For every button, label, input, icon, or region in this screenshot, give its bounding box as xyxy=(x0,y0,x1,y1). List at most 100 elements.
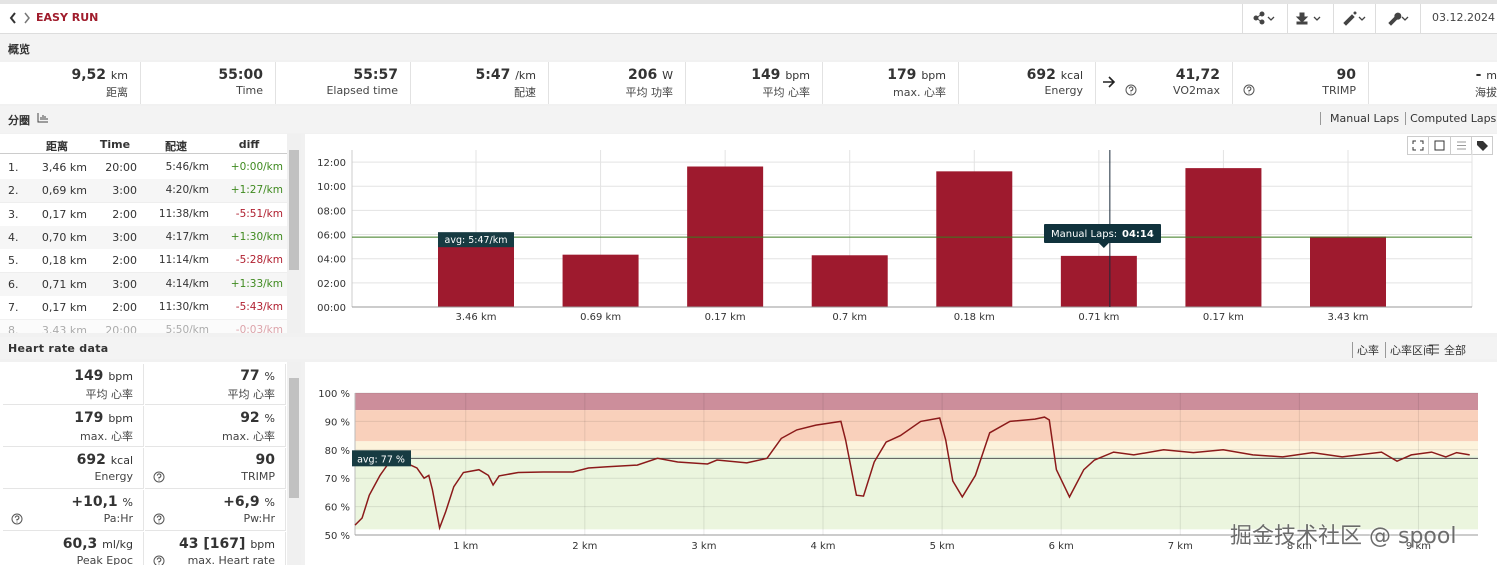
scrollbar[interactable] xyxy=(287,362,301,565)
help-circle xyxy=(153,555,165,565)
help-icon[interactable] xyxy=(1125,84,1137,96)
lap-cell: 0,17 km xyxy=(41,300,87,314)
value: 43 [167] xyxy=(179,536,246,552)
help-icon[interactable] xyxy=(1243,84,1255,96)
summary-value: 206 W xyxy=(628,67,673,83)
hr-zone xyxy=(355,410,1478,442)
help-icon[interactable] xyxy=(153,471,165,483)
tooltip-value: 04:14 xyxy=(1122,229,1154,240)
summary-value: 149 bpm xyxy=(751,67,810,83)
tooltip-pointer xyxy=(1098,243,1109,248)
lap-cell: 3:00 xyxy=(112,277,137,291)
help-icon[interactable] xyxy=(153,513,165,525)
y-tick-label: 08:00 xyxy=(317,206,346,217)
bar xyxy=(1310,236,1386,307)
toolbar[interactable] xyxy=(1242,4,1422,33)
stat-value: 77 % xyxy=(240,368,275,384)
stat-label: max. 心率 xyxy=(222,430,275,443)
lap-number: 3. xyxy=(8,207,19,221)
unit: bpm xyxy=(250,538,275,551)
x-tick-label: 9 km xyxy=(1406,541,1431,552)
stat-label: max. Heart rate xyxy=(187,554,275,565)
summary-value: 5:47 /km xyxy=(476,67,537,83)
x-tick-label: 1 km xyxy=(453,541,478,552)
unit: ml/kg xyxy=(102,538,133,551)
scroll-thumb[interactable] xyxy=(289,150,299,270)
value: 55:57 xyxy=(353,67,398,83)
y-tick-label: 50 % xyxy=(325,531,350,542)
chart-tools[interactable] xyxy=(1407,136,1493,155)
lap-number: 8. xyxy=(8,324,19,333)
lap-cell: -5:51/km xyxy=(235,207,283,220)
average-label: avg: 77 % xyxy=(357,454,405,465)
summary-label: max. 心率 xyxy=(893,86,946,99)
help-circle xyxy=(153,471,165,483)
stat-value: +6,9 % xyxy=(223,494,275,510)
stat-cell: +6,9 % Pw:Hr xyxy=(145,490,286,531)
lap-cell: 11:14/km xyxy=(158,254,209,267)
heart-tab[interactable]: 全部 xyxy=(1444,344,1466,357)
unit: % xyxy=(264,496,275,509)
help-mark xyxy=(1246,86,1252,94)
lap-cell: 2:00 xyxy=(112,300,137,314)
y-tick-label: 70 % xyxy=(325,474,350,485)
summary-label: 平均 心率 xyxy=(762,86,811,99)
lap-tab[interactable]: Computed Laps xyxy=(1405,112,1497,125)
lap-number: 6. xyxy=(8,277,19,291)
summary-row: 9,52 km 距离 55:00 Time 55:57 Elapsed time 5:47 … xyxy=(0,62,1497,104)
column-header: 距离 xyxy=(46,140,68,153)
lap-cell: 3,43 km xyxy=(41,324,87,333)
bar xyxy=(438,237,514,307)
x-tick-label: 4 km xyxy=(810,541,835,552)
lap-cell: -0:03/km xyxy=(235,324,283,333)
stat-label: Pw:Hr xyxy=(243,512,275,525)
lap-cell: +1:33/km xyxy=(230,277,283,290)
column-header: 配速 xyxy=(165,140,187,153)
summary-label: Energy xyxy=(1044,84,1083,97)
separator xyxy=(822,62,823,104)
value: 60,3 xyxy=(62,536,98,552)
summary-label: 距离 xyxy=(106,86,128,99)
separator xyxy=(958,62,959,104)
stat-cell: 149 bpm 平均 心率 xyxy=(3,364,144,405)
summary-value: 41,72 xyxy=(1176,67,1220,83)
stat-label: TRIMP xyxy=(241,470,275,483)
stat-value: 179 bpm xyxy=(74,410,133,426)
value: 77 xyxy=(240,368,260,384)
column-header: diff xyxy=(238,138,260,151)
tooltip-box xyxy=(1044,224,1161,243)
link-arrow[interactable] xyxy=(1102,76,1116,88)
help-icon[interactable] xyxy=(11,513,23,525)
unit: /km xyxy=(515,69,536,82)
separator xyxy=(548,62,549,104)
scroll-thumb[interactable] xyxy=(289,378,299,498)
chart-icon[interactable] xyxy=(37,112,49,123)
y-tick-label: 00:00 xyxy=(317,303,346,314)
help-icon[interactable] xyxy=(153,555,165,565)
lap-tab[interactable]: Manual Laps xyxy=(1320,112,1405,125)
lap-cell: 11:30/km xyxy=(158,300,209,313)
lap-cell: 5:50/km xyxy=(165,324,209,333)
stat-value: 692 kcal xyxy=(77,452,133,468)
heart-tabs: 心率 心率区间 全部 xyxy=(1352,342,1472,358)
stat-cell: 92 % max. 心率 xyxy=(145,406,286,447)
heart-tab[interactable]: 心率 xyxy=(1352,342,1385,358)
lap-cell: 20:00 xyxy=(105,324,137,333)
heart-rate-line xyxy=(354,416,1470,531)
bar xyxy=(936,171,1013,307)
help-circle xyxy=(1125,84,1137,96)
separator xyxy=(1095,62,1096,104)
unit: % xyxy=(264,412,275,425)
heart-title: Heart rate data xyxy=(8,342,109,355)
average-label-box xyxy=(352,450,411,467)
summary-label: TRIMP xyxy=(1322,84,1356,97)
summary-label: 平均 功率 xyxy=(625,86,674,99)
scrollbar[interactable] xyxy=(287,134,301,333)
nav-arrows[interactable] xyxy=(8,11,32,25)
heart-tab[interactable]: 心率区间 xyxy=(1385,342,1440,358)
lap-cell: 0,69 km xyxy=(41,184,87,198)
lap-cell: -5:43/km xyxy=(235,300,283,313)
help-circle xyxy=(11,513,23,525)
separator xyxy=(410,62,411,104)
stat-value: +10,1 % xyxy=(71,494,133,510)
